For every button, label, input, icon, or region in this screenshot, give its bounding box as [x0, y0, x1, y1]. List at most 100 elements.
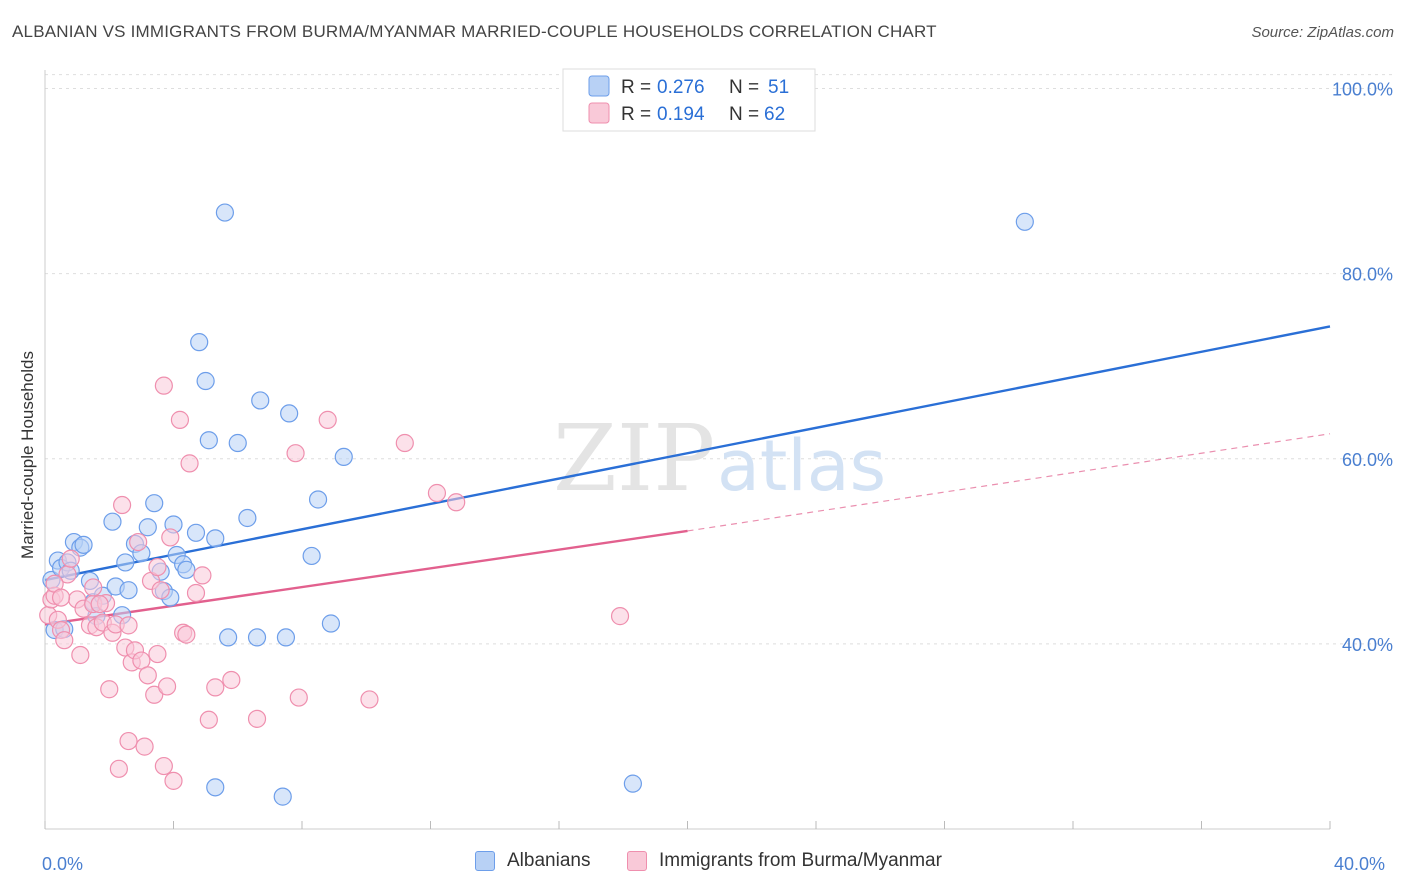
- point-albanians: [145, 494, 164, 513]
- bottom-legend-swatch-burma: [627, 851, 647, 871]
- trend-line-1: [44, 529, 688, 626]
- bottom-legend: Albanians Immigrants from Burma/Myanmar: [0, 850, 1406, 880]
- trend-line-dashed-1: [687, 433, 1331, 532]
- point-burma: [90, 594, 109, 614]
- legend-r-value-burma: 0.194: [657, 104, 705, 125]
- point-albanians: [186, 523, 206, 542]
- point-albanians: [247, 628, 267, 647]
- point-burma: [286, 444, 305, 463]
- point-burma: [138, 666, 157, 685]
- point-albanians: [74, 535, 93, 554]
- legend-r-value-albanians: 0.276: [657, 77, 705, 98]
- chart-title: ALBANIAN VS IMMIGRANTS FROM BURMA/MYANMA…: [12, 22, 937, 41]
- y-tick-label: 40.0%: [1342, 635, 1393, 655]
- point-burma: [395, 433, 414, 453]
- point-burma: [145, 685, 164, 704]
- watermark-zip: ZIP: [553, 405, 715, 512]
- point-burma: [55, 631, 74, 650]
- point-albanians: [219, 628, 238, 647]
- point-albanians: [206, 529, 225, 548]
- point-burma: [206, 678, 225, 697]
- point-albanians: [119, 581, 138, 600]
- point-albanians: [321, 614, 341, 633]
- point-burma: [318, 410, 337, 429]
- point-albanians: [308, 490, 328, 509]
- watermark: ZIP atlas: [553, 405, 886, 512]
- point-albanians: [334, 447, 353, 467]
- x-tick-label-min: 0.0%: [42, 854, 83, 874]
- point-burma: [610, 607, 630, 626]
- point-burma: [51, 588, 71, 607]
- bottom-legend-item-albanians: Albanians: [475, 850, 590, 872]
- point-albanians: [238, 508, 257, 528]
- point-burma: [427, 483, 447, 503]
- point-burma: [129, 532, 148, 552]
- point-burma: [180, 454, 199, 473]
- point-albanians: [138, 518, 157, 537]
- point-burma: [177, 625, 196, 644]
- point-burma: [148, 644, 167, 664]
- legend-n-label-burma: N =: [729, 104, 759, 125]
- point-burma: [164, 771, 183, 790]
- bottom-legend-swatch-albanians: [475, 851, 495, 871]
- data-points: [39, 203, 1034, 806]
- point-albanians: [251, 391, 270, 410]
- point-burma: [222, 670, 241, 690]
- y-axis-label: Married-couple Households: [18, 351, 37, 559]
- point-burma: [154, 376, 173, 395]
- y-tick-label: 60.0%: [1342, 450, 1393, 470]
- legend-n-value-burma: 62: [764, 104, 785, 125]
- point-albanians: [1015, 212, 1034, 231]
- bottom-legend-label-albanians: Albanians: [507, 850, 591, 871]
- legend-swatch-burma: [588, 102, 610, 124]
- point-burma: [112, 495, 132, 515]
- y-axis-tick-labels: 40.0% 60.0% 80.0% 100.0%: [1332, 80, 1393, 655]
- point-burma: [119, 731, 138, 751]
- trend-line-0: [44, 325, 1331, 582]
- point-burma: [135, 737, 154, 756]
- legend-r-label-burma: R =: [621, 104, 651, 125]
- point-burma: [71, 645, 90, 665]
- point-albanians: [276, 628, 296, 647]
- source-credit: Source: ZipAtlas.com: [1251, 24, 1394, 41]
- point-albanians: [623, 774, 642, 793]
- point-albanians: [215, 203, 234, 222]
- legend-swatch-albanians: [588, 75, 610, 97]
- point-burma: [109, 759, 128, 778]
- point-burma: [157, 677, 177, 696]
- point-burma: [119, 616, 138, 635]
- point-burma: [186, 583, 206, 603]
- legend-n-label-albanians: N =: [729, 77, 759, 98]
- grid-lines: [45, 74, 1392, 645]
- point-burma: [161, 528, 180, 547]
- legend-r-label-albanians: R =: [621, 77, 651, 98]
- point-albanians: [103, 512, 122, 531]
- point-burma: [247, 709, 267, 728]
- point-albanians: [196, 371, 215, 391]
- point-burma: [193, 566, 212, 585]
- point-albanians: [199, 431, 218, 450]
- point-albanians: [273, 787, 292, 806]
- x-tick-label-max: 40.0%: [1334, 854, 1385, 874]
- point-burma: [170, 410, 190, 429]
- point-albanians: [280, 404, 299, 423]
- point-albanians: [177, 560, 196, 579]
- point-albanians: [228, 433, 247, 453]
- y-tick-label: 100.0%: [1332, 80, 1393, 100]
- point-burma: [289, 688, 308, 707]
- legend: R = 0.276 N = 51 R = 0.194 N = 62: [562, 68, 816, 132]
- point-burma: [154, 756, 173, 776]
- bottom-legend-label-burma: Immigrants from Burma/Myanmar: [659, 850, 942, 871]
- legend-n-value-albanians: 51: [768, 77, 789, 98]
- watermark-atlas: atlas: [717, 425, 886, 507]
- point-albanians: [116, 553, 135, 572]
- bottom-legend-item-burma: Immigrants from Burma/Myanmar: [627, 850, 942, 872]
- x-axis-ticks: [44, 821, 1331, 829]
- point-burma: [148, 557, 167, 577]
- point-burma: [151, 581, 170, 600]
- point-albanians: [302, 546, 321, 566]
- point-burma: [61, 549, 80, 568]
- y-tick-label: 80.0%: [1342, 265, 1393, 285]
- point-burma: [199, 710, 218, 729]
